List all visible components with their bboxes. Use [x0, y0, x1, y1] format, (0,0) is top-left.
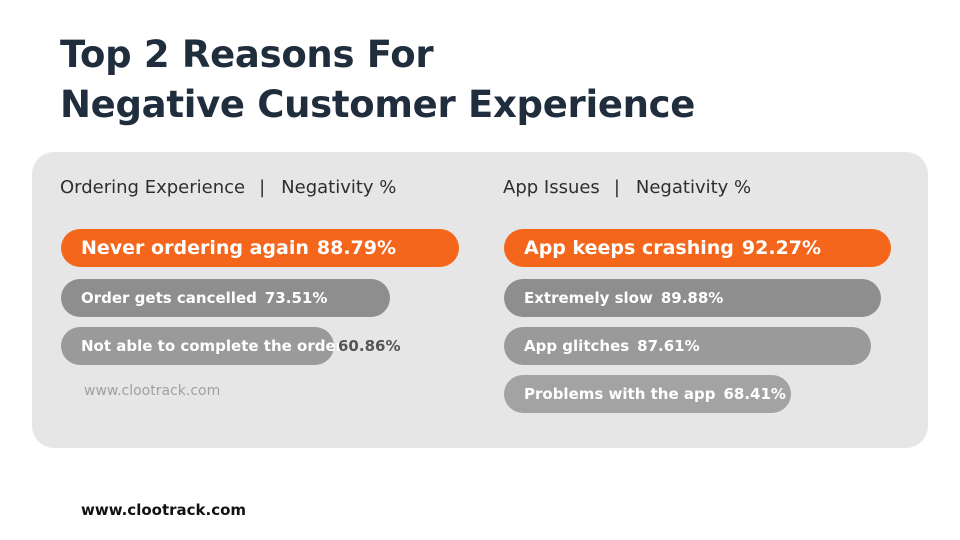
app-header: App Issues | Negativity %: [503, 177, 751, 198]
ordering-bar-label-2: Order gets cancelled: [81, 289, 257, 307]
ordering-header-category: Ordering Experience: [60, 177, 246, 198]
ordering-bar-1: Never ordering again 88.79%: [61, 229, 459, 267]
ordering-bar-3: Not able to complete the order: [61, 327, 343, 365]
app-bar-value-1: 92.27%: [741, 237, 822, 259]
app-bar-label-1: App keeps crashing: [524, 237, 734, 259]
watermark-text: www.clootrack.com: [84, 383, 221, 399]
title-line-2: Negative Customer Experience: [60, 83, 696, 126]
ordering-bar-label-1: Never ordering again: [81, 237, 309, 259]
app-bar-2: Extremely slow 89.88%: [504, 279, 881, 317]
app-header-metric: Negativity %: [635, 177, 752, 198]
app-bar-label-2: Extremely slow: [524, 289, 653, 307]
ordering-bar-value-1: 88.79%: [316, 237, 397, 259]
app-header-category: App Issues: [503, 177, 600, 198]
app-bar-value-2: 89.88%: [660, 289, 724, 307]
ordering-bar-label-3: Not able to complete the order: [81, 337, 344, 355]
title-line-1: Top 2 Reasons For: [60, 33, 434, 76]
ordering-header-separator: |: [259, 177, 266, 198]
ordering-bar-2: Order gets cancelled 73.51%: [61, 279, 390, 317]
app-bar-label-4: Problems with the app: [524, 385, 716, 403]
ordering-bar-value-3: 60.86%: [338, 337, 401, 355]
app-bar-label-3: App glitches: [524, 337, 630, 355]
ordering-bar-value-2: 73.51%: [264, 289, 328, 307]
app-bar-value-3: 87.61%: [637, 337, 700, 355]
app-bar-1: App keeps crashing 92.27%: [504, 229, 891, 267]
app-bar-4: Problems with the app 68.41%: [504, 375, 791, 413]
ordering-header-metric: Negativity %: [281, 177, 397, 198]
app-header-separator: |: [613, 177, 620, 198]
app-bar-3: App glitches 87.61%: [504, 327, 871, 365]
app-bar-value-4: 68.41%: [723, 385, 786, 403]
page-title: Top 2 Reasons For Negative Customer Expe…: [60, 30, 695, 130]
footer-link[interactable]: www.clootrack.com: [81, 501, 247, 519]
ordering-header: Ordering Experience | Negativity %: [60, 177, 396, 198]
ordering-bar-outside-value-3: 60.86%: [338, 327, 400, 365]
